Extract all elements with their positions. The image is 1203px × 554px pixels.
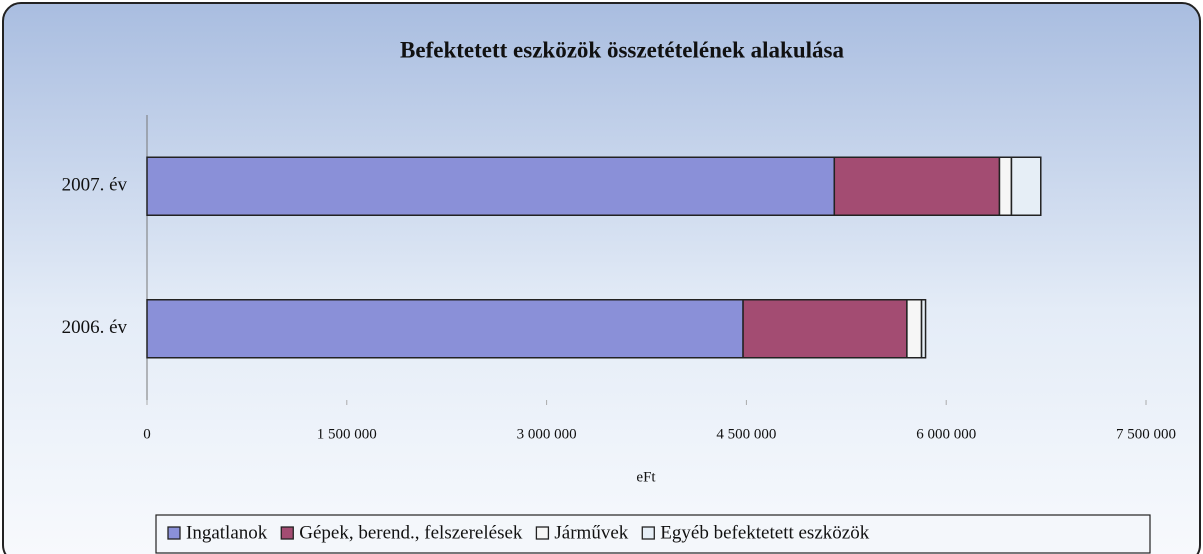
legend-label: Ingatlanok xyxy=(186,522,268,543)
legend-swatch xyxy=(641,526,655,540)
legend-label: Gépek, berend., felszerelések xyxy=(299,522,523,543)
bar-segment xyxy=(833,156,1001,216)
legend-label: Járművek xyxy=(554,522,628,543)
bar-segment xyxy=(998,156,1013,216)
bar-segment xyxy=(146,299,744,359)
legend-swatch xyxy=(535,526,550,540)
bar-segment xyxy=(146,156,836,216)
legend-label: Egyéb befektetett eszközök xyxy=(660,522,869,543)
legend-swatch xyxy=(280,526,294,540)
y-tick-label: 2007. év xyxy=(62,175,128,196)
legend-swatch xyxy=(167,526,181,540)
x-tick-label: 0 xyxy=(143,426,151,442)
x-tick-label: 4 500 000 xyxy=(716,426,776,442)
x-tick-label: 6 000 000 xyxy=(916,426,976,442)
chart-title: Befektetett eszközök összetételének alak… xyxy=(400,37,844,62)
y-tick-label: 2006. év xyxy=(62,317,128,338)
x-tick-label: 3 000 000 xyxy=(517,426,577,442)
bar-segment xyxy=(920,299,927,359)
bar-segment xyxy=(906,299,923,359)
x-tick-label: 1 500 000 xyxy=(317,426,377,442)
bar-segment xyxy=(742,299,908,359)
x-tick-label: 7 500 000 xyxy=(1116,426,1176,442)
x-axis-title: eFt xyxy=(636,469,656,485)
bar-segment xyxy=(1010,156,1042,216)
